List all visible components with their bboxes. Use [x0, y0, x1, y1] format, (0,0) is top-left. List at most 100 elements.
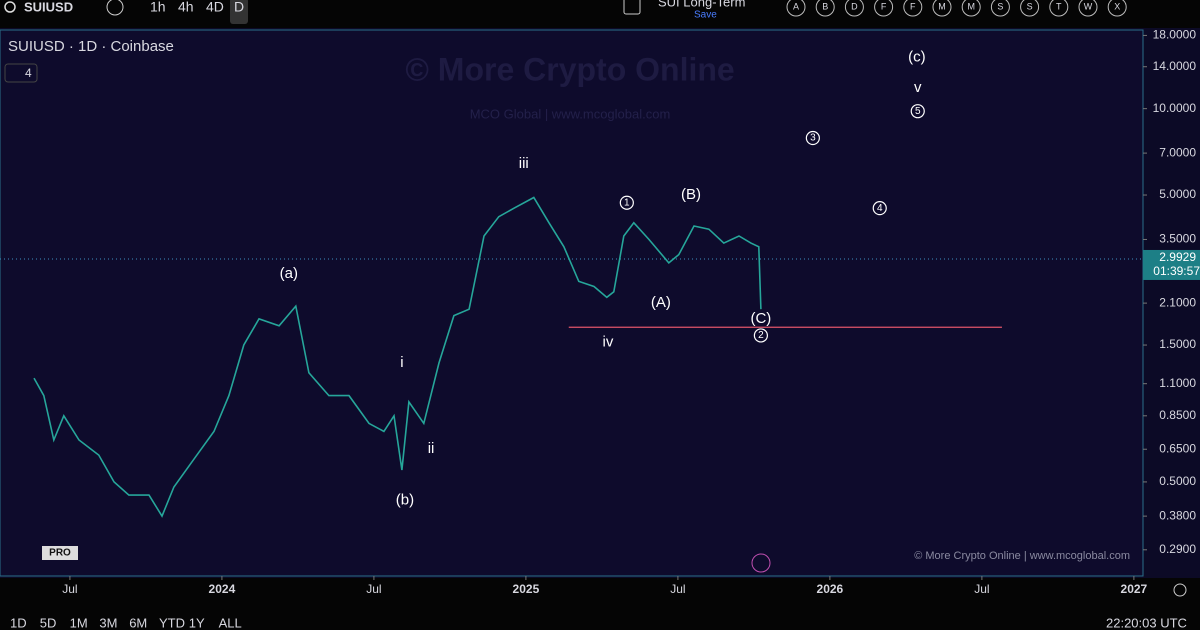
watermark-sub: MCO Global | www.mcoglobal.com	[470, 106, 671, 121]
plot-area	[0, 29, 1144, 577]
wave-label: (b)	[396, 492, 414, 509]
layout-icon[interactable]	[623, 0, 641, 15]
wave-circle	[619, 195, 634, 210]
layout-name[interactable]: SUI Long-Term	[658, 0, 745, 9]
y-tick-label: 1.1000	[1159, 376, 1196, 390]
last-price-box	[1143, 249, 1200, 280]
letter-circle[interactable]	[786, 0, 806, 17]
wave-label: 1	[624, 197, 630, 208]
range-button[interactable]: 3M	[99, 615, 117, 630]
x-tick-label: 2027	[1121, 582, 1148, 596]
chart-legend: SUIUSD · 1D · Coinbase	[8, 38, 174, 55]
wave-label: (A)	[651, 294, 671, 311]
clock: 22:20:03 UTC	[1106, 615, 1187, 630]
last-price-label: 2.9929	[1159, 250, 1196, 264]
symbol[interactable]: SUIUSD	[24, 0, 73, 14]
y-tick-label: 0.5000	[1159, 474, 1196, 488]
range-button[interactable]: 1D	[10, 615, 27, 630]
letter-button[interactable]: X	[1114, 1, 1120, 11]
x-tick-label: Jul	[366, 582, 381, 596]
wave-circle	[753, 328, 768, 343]
y-tick-label: 3.5000	[1159, 232, 1196, 246]
badge: PRO	[49, 548, 71, 559]
y-tick-label: 2.1000	[1159, 295, 1196, 309]
badge-box	[42, 546, 78, 560]
x-tick-label: 2026	[817, 582, 844, 596]
letter-circle[interactable]	[1107, 0, 1127, 17]
save-button[interactable]: Save	[694, 10, 717, 21]
letter-circle[interactable]	[874, 0, 894, 17]
lightning-icon[interactable]	[751, 553, 771, 573]
letter-button[interactable]: B	[822, 1, 828, 11]
letter-button[interactable]: S	[1027, 1, 1033, 11]
range-button[interactable]: 1M	[70, 615, 88, 630]
x-tick-label: 2024	[209, 582, 236, 596]
letter-button[interactable]: W	[1084, 1, 1093, 11]
y-tick-label: 0.8500	[1159, 408, 1196, 422]
search-icon[interactable]	[4, 1, 16, 13]
bottom-area	[0, 578, 1200, 630]
letter-button[interactable]: F	[910, 1, 916, 11]
letter-button[interactable]: D	[851, 1, 858, 11]
y-tick-label: 5.0000	[1159, 187, 1196, 201]
indicator-box[interactable]	[4, 63, 38, 83]
wave-circle	[910, 104, 925, 119]
letter-circle[interactable]	[1078, 0, 1098, 17]
indicator-count[interactable]: 4	[25, 66, 32, 80]
wave-label: 4	[877, 203, 883, 214]
wave-label: ii	[428, 440, 435, 457]
interval-button[interactable]: 4D	[206, 0, 224, 15]
countdown: 01:39:57	[1153, 264, 1200, 278]
letter-button[interactable]: T	[1056, 1, 1062, 11]
interval-button[interactable]: 4h	[178, 0, 194, 15]
letter-circle[interactable]	[844, 0, 864, 17]
y-tick-label: 1.5000	[1159, 337, 1196, 351]
letter-circle[interactable]	[961, 0, 981, 17]
wave-label: (c)	[908, 48, 926, 65]
letter-circle[interactable]	[1020, 0, 1040, 17]
letter-circle[interactable]	[1049, 0, 1069, 17]
x-tick-label: Jul	[974, 582, 989, 596]
settings-icon[interactable]	[1173, 583, 1187, 597]
range-button[interactable]: 6M	[129, 615, 147, 630]
letter-circle[interactable]	[932, 0, 952, 17]
wave-label: (a)	[280, 265, 298, 282]
wave-circle	[872, 201, 887, 216]
letter-button[interactable]: S	[997, 1, 1003, 11]
letter-circle[interactable]	[903, 0, 923, 17]
y-tick-label: 10.0000	[1153, 101, 1197, 115]
letter-button[interactable]: M	[938, 1, 946, 11]
range-button[interactable]: 5D	[40, 615, 57, 630]
wave-label: i	[400, 354, 403, 371]
price-line	[33, 196, 762, 518]
wave-label: iii	[519, 155, 529, 172]
letter-circle[interactable]	[990, 0, 1010, 17]
y-tick-label: 0.6500	[1159, 441, 1196, 455]
range-button[interactable]: ALL	[219, 615, 242, 630]
y-tick-label: 0.2900	[1159, 542, 1196, 556]
letter-circle[interactable]	[815, 0, 835, 17]
y-tick-label: 18.0000	[1153, 28, 1197, 42]
wave-label: (C)	[750, 310, 771, 327]
y-tick-label: 14.0000	[1153, 59, 1197, 73]
range-button[interactable]: 1Y	[189, 615, 205, 630]
interval-button[interactable]: 1h	[150, 0, 166, 15]
letter-button[interactable]: F	[881, 1, 887, 11]
wave-label: 2	[758, 330, 764, 341]
interval-button[interactable]: D	[234, 0, 244, 15]
y-tick-label: 7.0000	[1159, 145, 1196, 159]
interval-active	[230, 0, 248, 24]
x-tick-label: Jul	[62, 582, 77, 596]
letter-button[interactable]: A	[793, 1, 799, 11]
top-toolbar	[0, 0, 1200, 28]
letter-button[interactable]: M	[967, 1, 975, 11]
wave-label: iv	[603, 334, 614, 351]
wave-label: 3	[810, 133, 816, 144]
x-tick-label: Jul	[670, 582, 685, 596]
wave-circle	[805, 130, 820, 146]
range-button[interactable]: YTD	[159, 615, 185, 630]
add-icon[interactable]	[106, 0, 124, 16]
wave-label: (B)	[681, 186, 701, 203]
